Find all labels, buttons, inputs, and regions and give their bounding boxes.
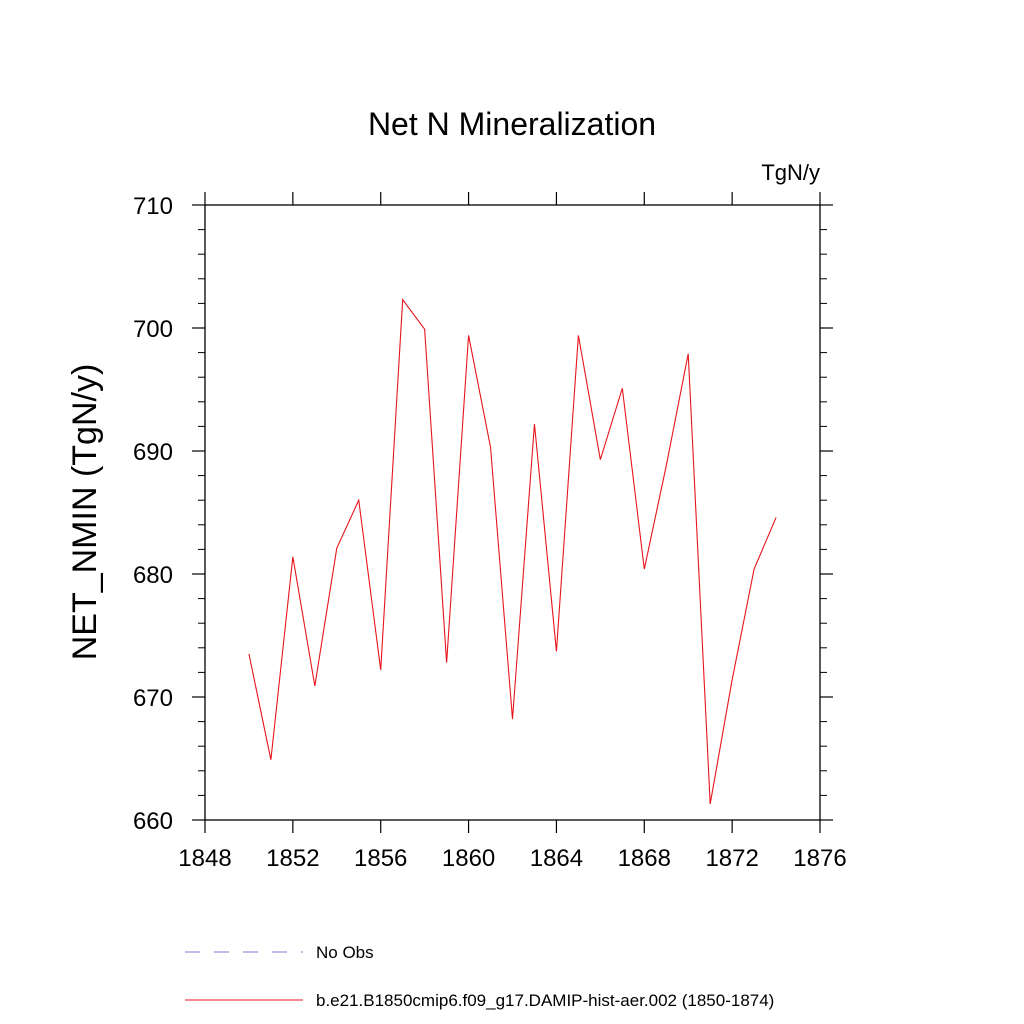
x-tick-label: 1856 xyxy=(354,845,407,872)
units-label: TgN/y xyxy=(761,160,820,185)
y-axis-label: NET_NMIN (TgN/y) xyxy=(66,364,104,661)
plot-lines xyxy=(248,298,777,805)
x-tick-label: 1876 xyxy=(793,845,846,872)
y-tick-label: 690 xyxy=(133,439,173,466)
series-line-0 xyxy=(248,298,777,805)
x-tick-label: 1852 xyxy=(266,845,319,872)
plot-frame xyxy=(204,204,821,821)
y-tick-label: 680 xyxy=(133,562,173,589)
x-tick-label: 1848 xyxy=(178,845,231,872)
axes: 1848 1852 1856 1860 1864 1868 1872 1876 660 670 68… xyxy=(133,192,847,872)
x-tick-label: 1860 xyxy=(442,845,495,872)
y-tick-label: 710 xyxy=(133,193,173,220)
legend-label-1: b.e21.B1850cmip6.f09_g17.DAMIP-hist-aer.… xyxy=(316,991,774,1010)
x-tick-label: 1868 xyxy=(618,845,671,872)
legend: No Obs b.e21.B1850cmip6.f09_g17.DAMIP-his… xyxy=(185,943,774,1010)
legend-label-0: No Obs xyxy=(316,943,374,962)
y-tick-label: 660 xyxy=(133,808,173,835)
y-tick-label: 700 xyxy=(133,316,173,343)
x-tick-label: 1864 xyxy=(530,845,583,872)
chart-title: Net N Mineralization xyxy=(368,106,656,142)
x-tick-label: 1872 xyxy=(705,845,758,872)
y-tick-label: 670 xyxy=(133,685,173,712)
